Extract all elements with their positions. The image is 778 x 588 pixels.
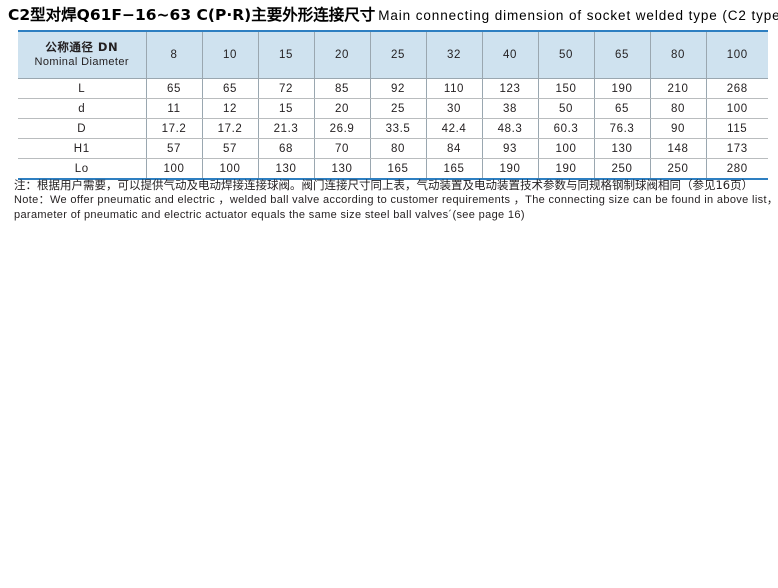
- cell-D-100: 115: [706, 118, 768, 139]
- cell-d-50: 50: [538, 98, 595, 119]
- cell-Lo-100: 280: [726, 162, 748, 175]
- cell-H1-20: 70: [314, 138, 371, 159]
- cell-d-32: 30: [426, 98, 483, 119]
- cell-L-80: 210: [650, 78, 707, 99]
- row-label-d: d: [18, 98, 147, 119]
- cell-L-100: 268: [706, 78, 768, 99]
- cell-d-65: 65: [594, 98, 651, 119]
- cell-Lo-8: 100: [146, 158, 203, 179]
- cell-H1-15: 68: [258, 138, 315, 159]
- header-dn-40: 40: [482, 31, 539, 79]
- cell-H1-100: 173: [706, 138, 768, 159]
- footnote-english-line-2: parameter of pneumatic and electric actu…: [14, 208, 525, 221]
- cell-H1-50: 100: [538, 138, 595, 159]
- cell-L-65: 190: [594, 78, 651, 99]
- table-header-row: 公称通径 DN Nominal Diameter 8 10 15 20 25 3…: [18, 31, 768, 79]
- cell-H1-40: 93: [482, 138, 539, 159]
- header-dn-15: 15: [258, 31, 315, 79]
- header-nominal-diameter-chinese: 公称通径 DN: [45, 40, 119, 55]
- cell-D-65: 76.3: [594, 118, 651, 139]
- cell-D-8: 17.2: [146, 118, 203, 139]
- header-dn-32: 32: [426, 31, 483, 79]
- dimensions-table: 公称通径 DN Nominal Diameter 8 10 15 20 25 3…: [18, 30, 768, 180]
- table-row: D 17.2 17.2 21.3 26.9 33.5 42.4 48.3 60.…: [18, 118, 768, 139]
- cell-L-10: 65: [202, 78, 259, 99]
- cell-D-10: 17.2: [202, 118, 259, 139]
- table-row: Lo 100 100 130 130 165 165 190 190 250 2…: [18, 158, 768, 179]
- header-nominal-diameter: 公称通径 DN Nominal Diameter: [18, 31, 147, 79]
- cell-D-80: 90: [650, 118, 707, 139]
- cell-Lo-32: 165: [426, 158, 483, 179]
- footnote-chinese: 注：根据用户需要，可以提供气动及电动焊接连接球阀。阀门连接尺寸同上表，气动装置及…: [14, 178, 754, 192]
- cell-D-15: 21.3: [258, 118, 315, 139]
- table-row: L 65 65 72 85 92 110 123 150 190 210 268: [18, 78, 768, 99]
- cell-Lo-10: 100: [202, 158, 259, 179]
- header-nominal-diameter-english: Nominal Diameter: [34, 56, 129, 69]
- cell-D-25: 33.5: [370, 118, 427, 139]
- cell-H1-32: 84: [426, 138, 483, 159]
- cell-D-20: 26.9: [314, 118, 371, 139]
- footnote-english-line-1: Note：We offer pneumatic and electric ，we…: [14, 194, 778, 206]
- page-title: C2型对焊Q61F−16~63 C(P·R)主要外形连接尺寸 Main conn…: [8, 3, 778, 25]
- cell-H1-25: 80: [370, 138, 427, 159]
- row-label-H1: H1: [18, 138, 147, 159]
- cell-L-32: 110: [426, 78, 483, 99]
- footnotes: 注：根据用户需要，可以提供气动及电动焊接连接球阀。阀门连接尺寸同上表，气动装置及…: [14, 178, 778, 222]
- page-title-english: Main connecting dimension of socket weld…: [378, 8, 778, 23]
- cell-d-25: 25: [370, 98, 427, 119]
- cell-d-80: 80: [650, 98, 707, 119]
- header-dn-25: 25: [370, 31, 427, 79]
- header-dn-20: 20: [314, 31, 371, 79]
- cell-d-10: 12: [202, 98, 259, 119]
- header-dn-8: 8: [146, 31, 203, 79]
- table-row: H1 57 57 68 70 80 84 93 100 130 148 173: [18, 138, 768, 159]
- table-row: d 11 12 15 20 25 30 38 50 65 80 100: [18, 98, 768, 119]
- cell-D-50: 60.3: [538, 118, 595, 139]
- header-dn-80: 80: [650, 31, 707, 79]
- row-label-L: L: [18, 78, 147, 99]
- cell-L-25: 92: [370, 78, 427, 99]
- page-title-chinese: C2型对焊Q61F−16~63 C(P·R)主要外形连接尺寸: [8, 6, 376, 24]
- cell-Lo-20: 130: [314, 158, 371, 179]
- header-dn-50: 50: [538, 31, 595, 79]
- cell-Lo-40: 190: [482, 158, 539, 179]
- cell-d-40: 38: [482, 98, 539, 119]
- cell-Lo-80: 250: [650, 158, 707, 179]
- cell-D-32: 42.4: [426, 118, 483, 139]
- dimensions-table-container: 公称通径 DN Nominal Diameter 8 10 15 20 25 3…: [18, 30, 768, 180]
- cell-d-8: 11: [146, 98, 203, 119]
- cell-Lo-65: 250: [594, 158, 651, 179]
- cell-L-15: 72: [258, 78, 315, 99]
- cell-H1-10: 57: [202, 138, 259, 159]
- cell-H1-80: 148: [650, 138, 707, 159]
- header-dn-65: 65: [594, 31, 651, 79]
- cell-Lo-15: 130: [258, 158, 315, 179]
- cell-H1-8: 57: [146, 138, 203, 159]
- row-label-Lo: Lo: [18, 158, 147, 179]
- header-dn-10: 10: [202, 31, 259, 79]
- cell-L-50: 150: [538, 78, 595, 99]
- row-label-D: D: [18, 118, 147, 139]
- cell-L-40: 123: [482, 78, 539, 99]
- cell-d-20: 20: [314, 98, 371, 119]
- cell-H1-65: 130: [594, 138, 651, 159]
- cell-Lo-25: 165: [370, 158, 427, 179]
- cell-d-15: 15: [258, 98, 315, 119]
- cell-D-40: 48.3: [482, 118, 539, 139]
- cell-Lo-50: 190: [538, 158, 595, 179]
- header-dn-100: 100: [706, 31, 768, 79]
- cell-d-100: 100: [706, 98, 768, 119]
- cell-L-8: 65: [146, 78, 203, 99]
- cell-L-20: 85: [314, 78, 371, 99]
